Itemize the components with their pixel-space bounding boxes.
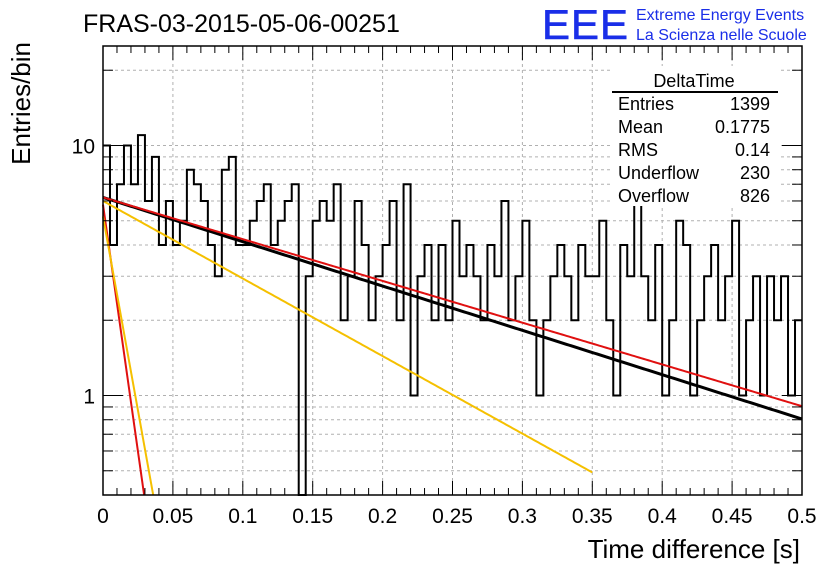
stats-value: 1399 bbox=[730, 94, 770, 114]
stats-value: 0.1775 bbox=[715, 117, 770, 137]
org-name: Extreme Energy Events bbox=[636, 7, 804, 24]
histogram-plot: 0 0.05 0.1 0.15 0.2 0.25 0.3 0.35 0.4 0.45 0.5 1 10… bbox=[0, 0, 836, 572]
x-axis-label: Time difference [s] bbox=[588, 534, 800, 564]
x-tick-labels: 0 0.05 0.1 0.15 0.2 0.25 0.3 0.35 0.4 0.45 0.5 bbox=[97, 505, 816, 528]
stats-label: Overflow bbox=[618, 186, 690, 206]
x-tick-label: 0.5 bbox=[787, 505, 816, 528]
fit-curve-yellow bbox=[103, 201, 592, 472]
stats-value: 0.14 bbox=[735, 140, 770, 160]
eee-logo: EEE bbox=[542, 1, 629, 48]
stats-value: 230 bbox=[740, 163, 770, 183]
y-axis-label: Entries/bin bbox=[6, 42, 36, 165]
stats-label: Mean bbox=[618, 117, 663, 137]
y-tick-labels: 1 10 bbox=[72, 135, 95, 408]
y-tick-label: 1 bbox=[83, 386, 95, 409]
org-tagline: La Scienza nelle Scuole bbox=[636, 27, 807, 44]
x-tick-label: 0.3 bbox=[508, 505, 537, 528]
stats-value: 826 bbox=[740, 186, 770, 206]
stats-box: DeltaTime Entries 1399 Mean 0.1775 RMS 0.14 Un… bbox=[612, 66, 780, 206]
x-tick-label: 0 bbox=[97, 505, 109, 528]
y-tick-label: 10 bbox=[72, 135, 95, 158]
stats-label: Underflow bbox=[618, 163, 700, 183]
stats-title: DeltaTime bbox=[653, 71, 734, 91]
stats-label: RMS bbox=[618, 140, 658, 160]
x-tick-label: 0.05 bbox=[152, 505, 193, 528]
stats-label: Entries bbox=[618, 94, 674, 114]
x-tick-label: 0.2 bbox=[368, 505, 397, 528]
x-tick-label: 0.35 bbox=[572, 505, 613, 528]
run-title: FRAS-03-2015-05-06-00251 bbox=[83, 10, 400, 38]
x-tick-label: 0.45 bbox=[712, 505, 753, 528]
x-tick-label: 0.4 bbox=[648, 505, 678, 528]
x-tick-label: 0.25 bbox=[432, 505, 473, 528]
x-tick-label: 0.1 bbox=[228, 505, 257, 528]
x-tick-label: 0.15 bbox=[292, 505, 333, 528]
fit-curve-yellow bbox=[103, 216, 153, 495]
